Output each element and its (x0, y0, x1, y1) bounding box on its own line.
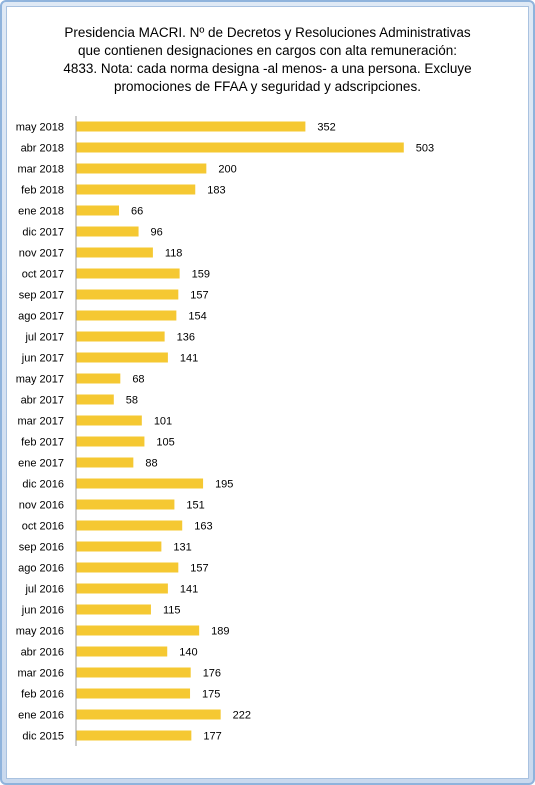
y-tick-label: feb 2017 (21, 436, 64, 448)
data-label: 177 (203, 730, 221, 742)
y-tick-label: feb 2018 (21, 184, 64, 196)
bar (76, 625, 200, 636)
y-tick-label: nov 2016 (19, 499, 64, 511)
bar (76, 436, 145, 447)
data-label: 503 (416, 142, 434, 154)
data-label: 88 (145, 457, 157, 469)
bar (76, 268, 180, 279)
bar (76, 646, 168, 657)
data-label: 200 (218, 163, 236, 175)
bar (76, 121, 306, 132)
bar (76, 352, 168, 363)
bar (76, 394, 114, 405)
data-label: 96 (151, 226, 163, 238)
y-tick-label: ene 2017 (18, 457, 64, 469)
data-label: 136 (177, 331, 195, 343)
y-tick-label: mar 2018 (18, 163, 64, 175)
bar (76, 709, 221, 720)
y-tick-label: sep 2017 (19, 289, 64, 301)
bar (76, 688, 191, 699)
bar (76, 667, 191, 678)
y-tick-label: sep 2016 (19, 541, 64, 553)
bar (76, 184, 196, 195)
bar (76, 457, 134, 468)
y-tick-label: jun 2016 (21, 604, 64, 616)
y-tick-label: jul 2017 (24, 331, 64, 343)
y-tick-label: may 2017 (16, 373, 64, 385)
bar (76, 205, 120, 216)
y-tick-label: ago 2016 (18, 562, 64, 574)
data-label: 151 (186, 499, 204, 511)
data-label: 105 (156, 436, 174, 448)
bar (76, 520, 183, 531)
data-label: 176 (203, 667, 221, 679)
y-tick-label: jul 2016 (24, 583, 64, 595)
data-label: 157 (190, 289, 208, 301)
y-tick-label: feb 2016 (21, 688, 64, 700)
y-tick-label: abr 2017 (21, 394, 64, 406)
bar (76, 730, 192, 741)
data-label: 118 (165, 247, 183, 259)
data-label: 68 (132, 373, 144, 385)
data-label: 175 (202, 688, 220, 700)
data-label: 159 (192, 268, 210, 280)
y-tick-label: may 2018 (16, 121, 64, 133)
bar (76, 142, 404, 153)
bar (76, 604, 151, 615)
y-tick-label: dic 2015 (22, 730, 64, 742)
bar (76, 373, 121, 384)
data-label: 189 (211, 625, 229, 637)
data-label: 195 (215, 478, 233, 490)
y-tick-label: oct 2017 (22, 268, 64, 280)
bar (76, 478, 204, 489)
data-label: 66 (131, 205, 143, 217)
bar (76, 310, 177, 321)
data-label: 58 (126, 394, 138, 406)
data-label: 157 (190, 562, 208, 574)
y-tick-label: mar 2016 (18, 667, 64, 679)
y-tick-label: abr 2016 (21, 646, 64, 658)
bar (76, 499, 175, 510)
data-label: 154 (188, 310, 206, 322)
y-tick-label: ago 2017 (18, 310, 64, 322)
y-tick-label: jun 2017 (21, 352, 64, 364)
bar (76, 226, 139, 237)
y-tick-label: nov 2017 (19, 247, 64, 259)
y-tick-label: mar 2017 (18, 415, 64, 427)
y-tick-label: may 2016 (16, 625, 64, 637)
data-label: 163 (194, 520, 212, 532)
data-label: 131 (173, 541, 191, 553)
y-tick-label: ene 2018 (18, 205, 64, 217)
bar (76, 331, 165, 342)
bar (76, 247, 153, 258)
y-tick-label: ene 2016 (18, 709, 64, 721)
bar (76, 163, 207, 174)
y-tick-label: dic 2016 (22, 478, 64, 490)
data-label: 352 (317, 121, 335, 133)
data-label: 115 (163, 604, 181, 616)
data-label: 141 (180, 583, 198, 595)
y-tick-label: oct 2016 (22, 520, 64, 532)
bar (76, 562, 179, 573)
y-tick-label: dic 2017 (22, 226, 64, 238)
data-label: 140 (179, 646, 197, 658)
data-label: 222 (233, 709, 251, 721)
bar (76, 583, 168, 594)
bar (76, 289, 179, 300)
y-tick-label: abr 2018 (21, 142, 64, 154)
data-label: 141 (180, 352, 198, 364)
chart-title: Presidencia MACRI. Nº de Decretos y Reso… (63, 25, 472, 94)
data-label: 101 (154, 415, 172, 427)
bar (76, 415, 142, 426)
bar (76, 541, 162, 552)
data-label: 183 (207, 184, 225, 196)
